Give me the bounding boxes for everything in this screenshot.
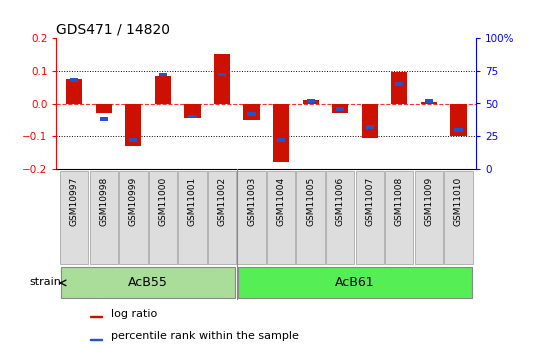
Bar [243,104,260,120]
Text: GSM10999: GSM10999 [129,177,138,226]
Bar [332,104,348,113]
Text: GSM11000: GSM11000 [158,177,167,226]
Bar [450,104,466,136]
FancyBboxPatch shape [90,171,118,264]
Bar [61,267,235,298]
Bar [188,115,196,118]
FancyBboxPatch shape [208,171,236,264]
Bar [302,100,318,104]
FancyBboxPatch shape [237,171,266,264]
FancyBboxPatch shape [385,171,414,264]
FancyBboxPatch shape [356,171,384,264]
Text: AcB61: AcB61 [335,276,375,289]
Bar [277,138,285,142]
Text: GSM11010: GSM11010 [454,177,463,226]
FancyBboxPatch shape [60,171,88,264]
Text: GSM11002: GSM11002 [217,177,226,226]
Text: GSM11003: GSM11003 [247,177,256,226]
Text: GSM11005: GSM11005 [306,177,315,226]
FancyBboxPatch shape [178,171,207,264]
Text: GSM10997: GSM10997 [70,177,79,226]
FancyBboxPatch shape [296,171,325,264]
Text: AcB55: AcB55 [128,276,168,289]
Text: GSM11007: GSM11007 [365,177,374,226]
Bar [185,104,201,118]
Bar [424,99,433,103]
Bar [454,128,463,131]
Bar [307,99,315,103]
Text: log ratio: log ratio [111,309,157,318]
Bar [70,78,79,82]
Text: GSM11009: GSM11009 [424,177,433,226]
Bar [247,112,256,116]
FancyBboxPatch shape [148,171,177,264]
Text: strain: strain [30,277,61,287]
Bar [129,138,138,142]
Bar [273,104,289,162]
Bar [155,76,171,104]
FancyBboxPatch shape [119,171,147,264]
Bar [66,79,82,104]
Bar [214,54,230,104]
FancyBboxPatch shape [415,171,443,264]
Text: GSM11008: GSM11008 [395,177,404,226]
Text: GSM11001: GSM11001 [188,177,197,226]
Bar [336,107,344,110]
FancyBboxPatch shape [267,171,295,264]
Text: GSM10998: GSM10998 [100,177,108,226]
Bar [362,104,378,138]
Bar [125,104,141,146]
Bar [100,117,108,121]
Text: GSM11006: GSM11006 [336,177,345,226]
Bar [421,102,437,104]
FancyBboxPatch shape [444,171,472,264]
Bar [395,82,404,86]
Text: percentile rank within the sample: percentile rank within the sample [111,331,299,341]
Bar [90,316,102,317]
Bar [159,73,167,77]
Bar [96,104,112,113]
FancyBboxPatch shape [326,171,355,264]
Bar [218,73,226,77]
Bar [391,72,407,104]
Text: GDS471 / 14820: GDS471 / 14820 [56,22,171,36]
Bar [366,125,374,129]
Bar [238,267,472,298]
Text: GSM11004: GSM11004 [277,177,286,226]
